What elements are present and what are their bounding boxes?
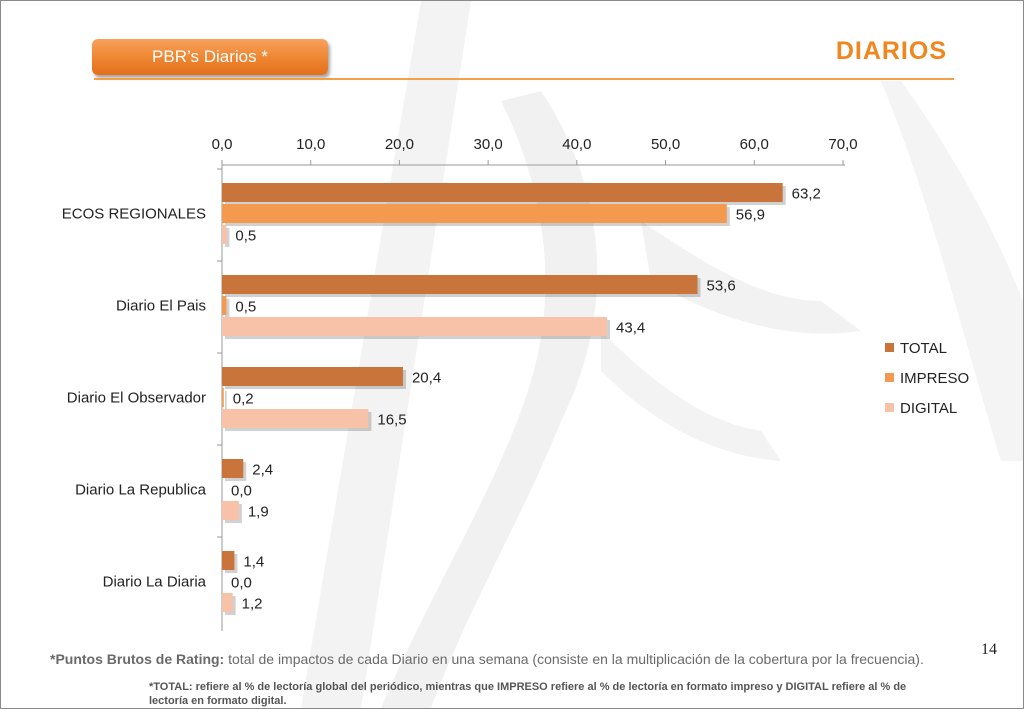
- footnote-term: *Puntos Brutos de Rating:: [50, 651, 225, 667]
- page-title: DIARIOS: [835, 37, 947, 65]
- x-tick-label: 30,0: [474, 136, 503, 153]
- data-label: 56,9: [736, 207, 765, 224]
- bar-digital: [222, 225, 227, 244]
- bar-digital: [222, 593, 233, 612]
- data-label: 1,9: [248, 504, 269, 521]
- legend-label: IMPRESO: [900, 370, 969, 387]
- bar-total: [222, 183, 783, 202]
- page-number: 14: [981, 641, 997, 658]
- legend-swatch: [885, 343, 894, 352]
- data-label: 63,2: [792, 186, 821, 203]
- x-tick-label: 70,0: [828, 136, 857, 153]
- x-tick-label: 10,0: [296, 136, 325, 153]
- x-tick-label: 60,0: [740, 136, 769, 153]
- bar-impreso: [222, 296, 227, 315]
- footnote: *Puntos Brutos de Rating: total de impac…: [50, 651, 950, 668]
- data-label: 0,5: [235, 228, 256, 245]
- data-label: 1,2: [242, 596, 263, 613]
- x-tick-label: 0,0: [212, 136, 233, 153]
- footnote-series-definition: *TOTAL: refiere al % de lectoría global …: [149, 681, 907, 707]
- bar-shadow: [225, 391, 227, 410]
- legend-label: DIGITAL: [900, 400, 957, 417]
- legend-swatch: [885, 373, 894, 382]
- bar-shadow: [225, 299, 230, 318]
- bar-total: [222, 275, 698, 294]
- header-divider: [94, 78, 954, 80]
- bar-digital: [222, 409, 369, 428]
- bar-total: [222, 551, 235, 570]
- data-label: 1,4: [243, 554, 264, 571]
- x-tick-label: 20,0: [385, 136, 414, 153]
- data-label: 0,0: [231, 483, 252, 500]
- data-label: 16,5: [377, 412, 406, 429]
- data-label: 2,4: [252, 462, 273, 479]
- category-label: Diario La Republica: [75, 482, 207, 499]
- bar-digital: [222, 501, 239, 520]
- category-label: Diario La Diaria: [103, 574, 207, 591]
- category-label: ECOS REGIONALES: [62, 206, 206, 223]
- bar-shadow: [225, 228, 230, 247]
- data-label: 53,6: [707, 278, 736, 295]
- data-label: 0,5: [235, 299, 256, 316]
- data-label: 43,4: [616, 320, 645, 337]
- bar-impreso: [222, 388, 224, 407]
- data-label: 0,2: [233, 391, 254, 408]
- legend-label: TOTAL: [900, 340, 947, 357]
- footnote-definition: total de impactos de cada Diario en una …: [224, 651, 924, 667]
- x-tick-label: 40,0: [562, 136, 591, 153]
- category-label: Diario El Observador: [67, 390, 206, 407]
- bar-digital: [222, 317, 608, 336]
- x-tick-label: 50,0: [651, 136, 680, 153]
- bar-chart: 0,0 10,0 20,0 30,0 40,0 50,0 60,0 70,0 ECOS REGI…: [62, 136, 969, 631]
- category-label: Diario El Pais: [116, 298, 206, 315]
- data-label: 20,4: [412, 370, 441, 387]
- section-pill: PBR’s Diarios *: [92, 39, 328, 75]
- bar-impreso: [222, 204, 727, 223]
- bar-total: [222, 459, 244, 478]
- legend-swatch: [885, 403, 894, 412]
- bar-total: [222, 367, 403, 386]
- data-label: 0,0: [231, 575, 252, 592]
